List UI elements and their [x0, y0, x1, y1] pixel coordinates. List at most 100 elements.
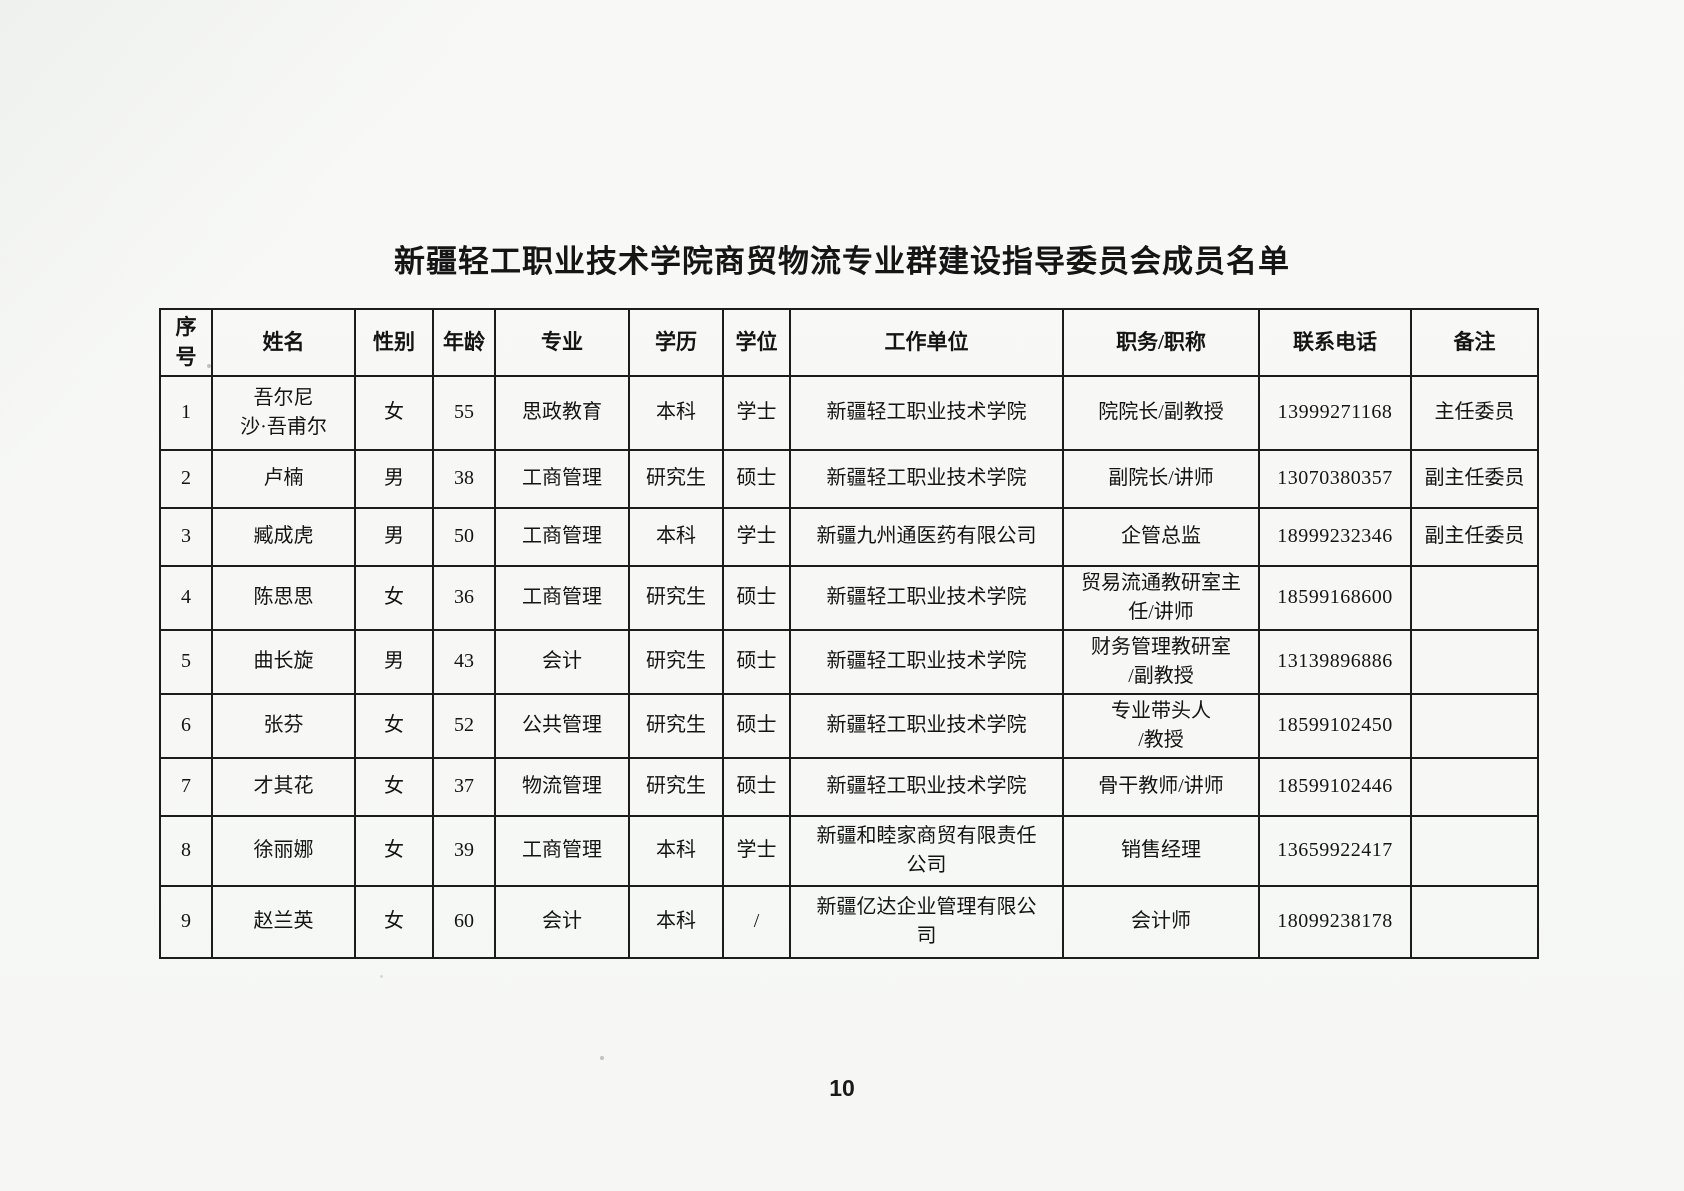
cell-major: 工商管理	[494, 564, 630, 631]
cell-position: 院院长/副教授	[1062, 374, 1260, 451]
cell-phone: 18099238178	[1258, 884, 1412, 959]
scan-speck	[380, 975, 383, 978]
cell-position: 会计师	[1062, 884, 1260, 959]
cell-major: 工商管理	[494, 448, 630, 509]
cell-employer: 新疆轻工职业技术学院	[789, 448, 1064, 509]
table-row: 4 陈思思女 36 工商管理 研究生 硕士 新疆轻工职业技术学院 贸易流通教研室主 任/讲师 1…	[159, 564, 1539, 631]
cell-age: 43	[432, 628, 496, 695]
cell-name: 卢楠	[211, 448, 356, 509]
cell-phone: 13999271168	[1258, 374, 1412, 451]
cell-education: 研究生	[628, 756, 724, 817]
table-row: 2 卢楠男 38 工商管理 研究生 硕士 新疆轻工职业技术学院 副院长/讲师 130703803…	[159, 448, 1539, 509]
cell-index: 4	[159, 564, 213, 631]
cell-phone: 18599102446	[1258, 756, 1412, 817]
page-title: 新疆轻工职业技术学院商贸物流专业群建设指导委员会成员名单	[394, 244, 1290, 279]
cell-gender: 女	[354, 756, 434, 817]
cell-gender: 女	[354, 814, 434, 887]
cell-index: 7	[159, 756, 213, 817]
cell-employer: 新疆亿达企业管理有限公 司	[789, 884, 1064, 959]
column-header-position: 职务/职称	[1062, 308, 1260, 377]
cell-education: 研究生	[628, 564, 724, 631]
column-header-name: 姓名	[211, 308, 356, 377]
cell-age: 60	[432, 884, 496, 959]
column-header-education: 学历	[628, 308, 724, 377]
cell-gender: 男	[354, 448, 434, 509]
cell-phone: 13139896886	[1258, 628, 1412, 695]
cell-degree: 硕士	[722, 628, 791, 695]
cell-phone: 13070380357	[1258, 448, 1412, 509]
cell-name: 张芬	[211, 692, 356, 759]
cell-education: 研究生	[628, 448, 724, 509]
cell-name: 臧成虎	[211, 506, 356, 567]
cell-degree: 学士	[722, 506, 791, 567]
cell-employer: 新疆轻工职业技术学院	[789, 628, 1064, 695]
cell-education: 本科	[628, 506, 724, 567]
cell-position: 副院长/讲师	[1062, 448, 1260, 509]
cell-major: 公共管理	[494, 692, 630, 759]
cell-gender: 女	[354, 692, 434, 759]
table-row: 5 曲长旋男 43 会计 研究生 硕士 新疆轻工职业技术学院 财务管理教研室 /副教授 1313…	[159, 628, 1539, 695]
cell-name: 曲长旋	[211, 628, 356, 695]
cell-gender: 男	[354, 506, 434, 567]
cell-index: 9	[159, 884, 213, 959]
cell-position: 骨干教师/讲师	[1062, 756, 1260, 817]
cell-remark	[1410, 884, 1539, 959]
table-row: 8 徐丽娜女 39 工商管理 本科 学士 新疆和睦家商贸有限责任 公司 销售经理 1365992…	[159, 814, 1539, 887]
cell-index: 8	[159, 814, 213, 887]
column-header-gender: 性别	[354, 308, 434, 377]
cell-index: 1	[159, 374, 213, 451]
cell-position: 企管总监	[1062, 506, 1260, 567]
cell-remark	[1410, 814, 1539, 887]
cell-gender: 女	[354, 884, 434, 959]
cell-major: 会计	[494, 628, 630, 695]
cell-major: 思政教育	[494, 374, 630, 451]
cell-position: 专业带头人 /教授	[1062, 692, 1260, 759]
cell-age: 36	[432, 564, 496, 631]
cell-degree: /	[722, 884, 791, 959]
cell-gender: 女	[354, 374, 434, 451]
cell-remark	[1410, 692, 1539, 759]
cell-name: 才其花	[211, 756, 356, 817]
table-body: 1 吾尔尼 沙·吾甫尔女 55 思政教育 本科 学士 新疆轻工职业技术学院 院院长/副教授 13…	[159, 374, 1539, 959]
cell-phone: 18599102450	[1258, 692, 1412, 759]
cell-index: 3	[159, 506, 213, 567]
cell-degree: 硕士	[722, 692, 791, 759]
cell-age: 55	[432, 374, 496, 451]
cell-index: 6	[159, 692, 213, 759]
cell-age: 50	[432, 506, 496, 567]
cell-employer: 新疆和睦家商贸有限责任 公司	[789, 814, 1064, 887]
cell-gender: 男	[354, 628, 434, 695]
cell-employer: 新疆九州通医药有限公司	[789, 506, 1064, 567]
table-header-row: 序号 姓名 性别 年龄 专业 学历 学位 工作单位 职务/职称 联系电话 备注	[159, 308, 1539, 377]
column-header-index: 序号	[159, 308, 213, 377]
cell-degree: 硕士	[722, 756, 791, 817]
cell-position: 贸易流通教研室主 任/讲师	[1062, 564, 1260, 631]
cell-phone: 18999232346	[1258, 506, 1412, 567]
cell-name: 徐丽娜	[211, 814, 356, 887]
cell-phone: 18599168600	[1258, 564, 1412, 631]
cell-name: 赵兰英	[211, 884, 356, 959]
table-row: 1 吾尔尼 沙·吾甫尔女 55 思政教育 本科 学士 新疆轻工职业技术学院 院院长/副教授 13…	[159, 374, 1539, 451]
table-row: 9 赵兰英女 60 会计 本科 / 新疆亿达企业管理有限公 司会计师 18099238178	[159, 884, 1539, 959]
cell-remark	[1410, 564, 1539, 631]
column-header-remark: 备注	[1410, 308, 1539, 377]
cell-gender: 女	[354, 564, 434, 631]
cell-education: 本科	[628, 884, 724, 959]
cell-remark	[1410, 628, 1539, 695]
cell-position: 销售经理	[1062, 814, 1260, 887]
table-row: 6 张芬女 52 公共管理 研究生 硕士 新疆轻工职业技术学院 专业带头人 /教授 185991…	[159, 692, 1539, 759]
cell-remark: 副主任委员	[1410, 506, 1539, 567]
cell-age: 52	[432, 692, 496, 759]
cell-major: 工商管理	[494, 814, 630, 887]
column-header-age: 年龄	[432, 308, 496, 377]
column-header-employer: 工作单位	[789, 308, 1064, 377]
cell-major: 会计	[494, 884, 630, 959]
cell-remark: 主任委员	[1410, 374, 1539, 451]
table-row: 7 才其花女 37 物流管理 研究生 硕士 新疆轻工职业技术学院 骨干教师/讲师 1859910…	[159, 756, 1539, 817]
cell-education: 研究生	[628, 628, 724, 695]
cell-employer: 新疆轻工职业技术学院	[789, 692, 1064, 759]
table-header: 序号 姓名 性别 年龄 专业 学历 学位 工作单位 职务/职称 联系电话 备注	[159, 308, 1539, 377]
cell-age: 39	[432, 814, 496, 887]
cell-degree: 学士	[722, 374, 791, 451]
